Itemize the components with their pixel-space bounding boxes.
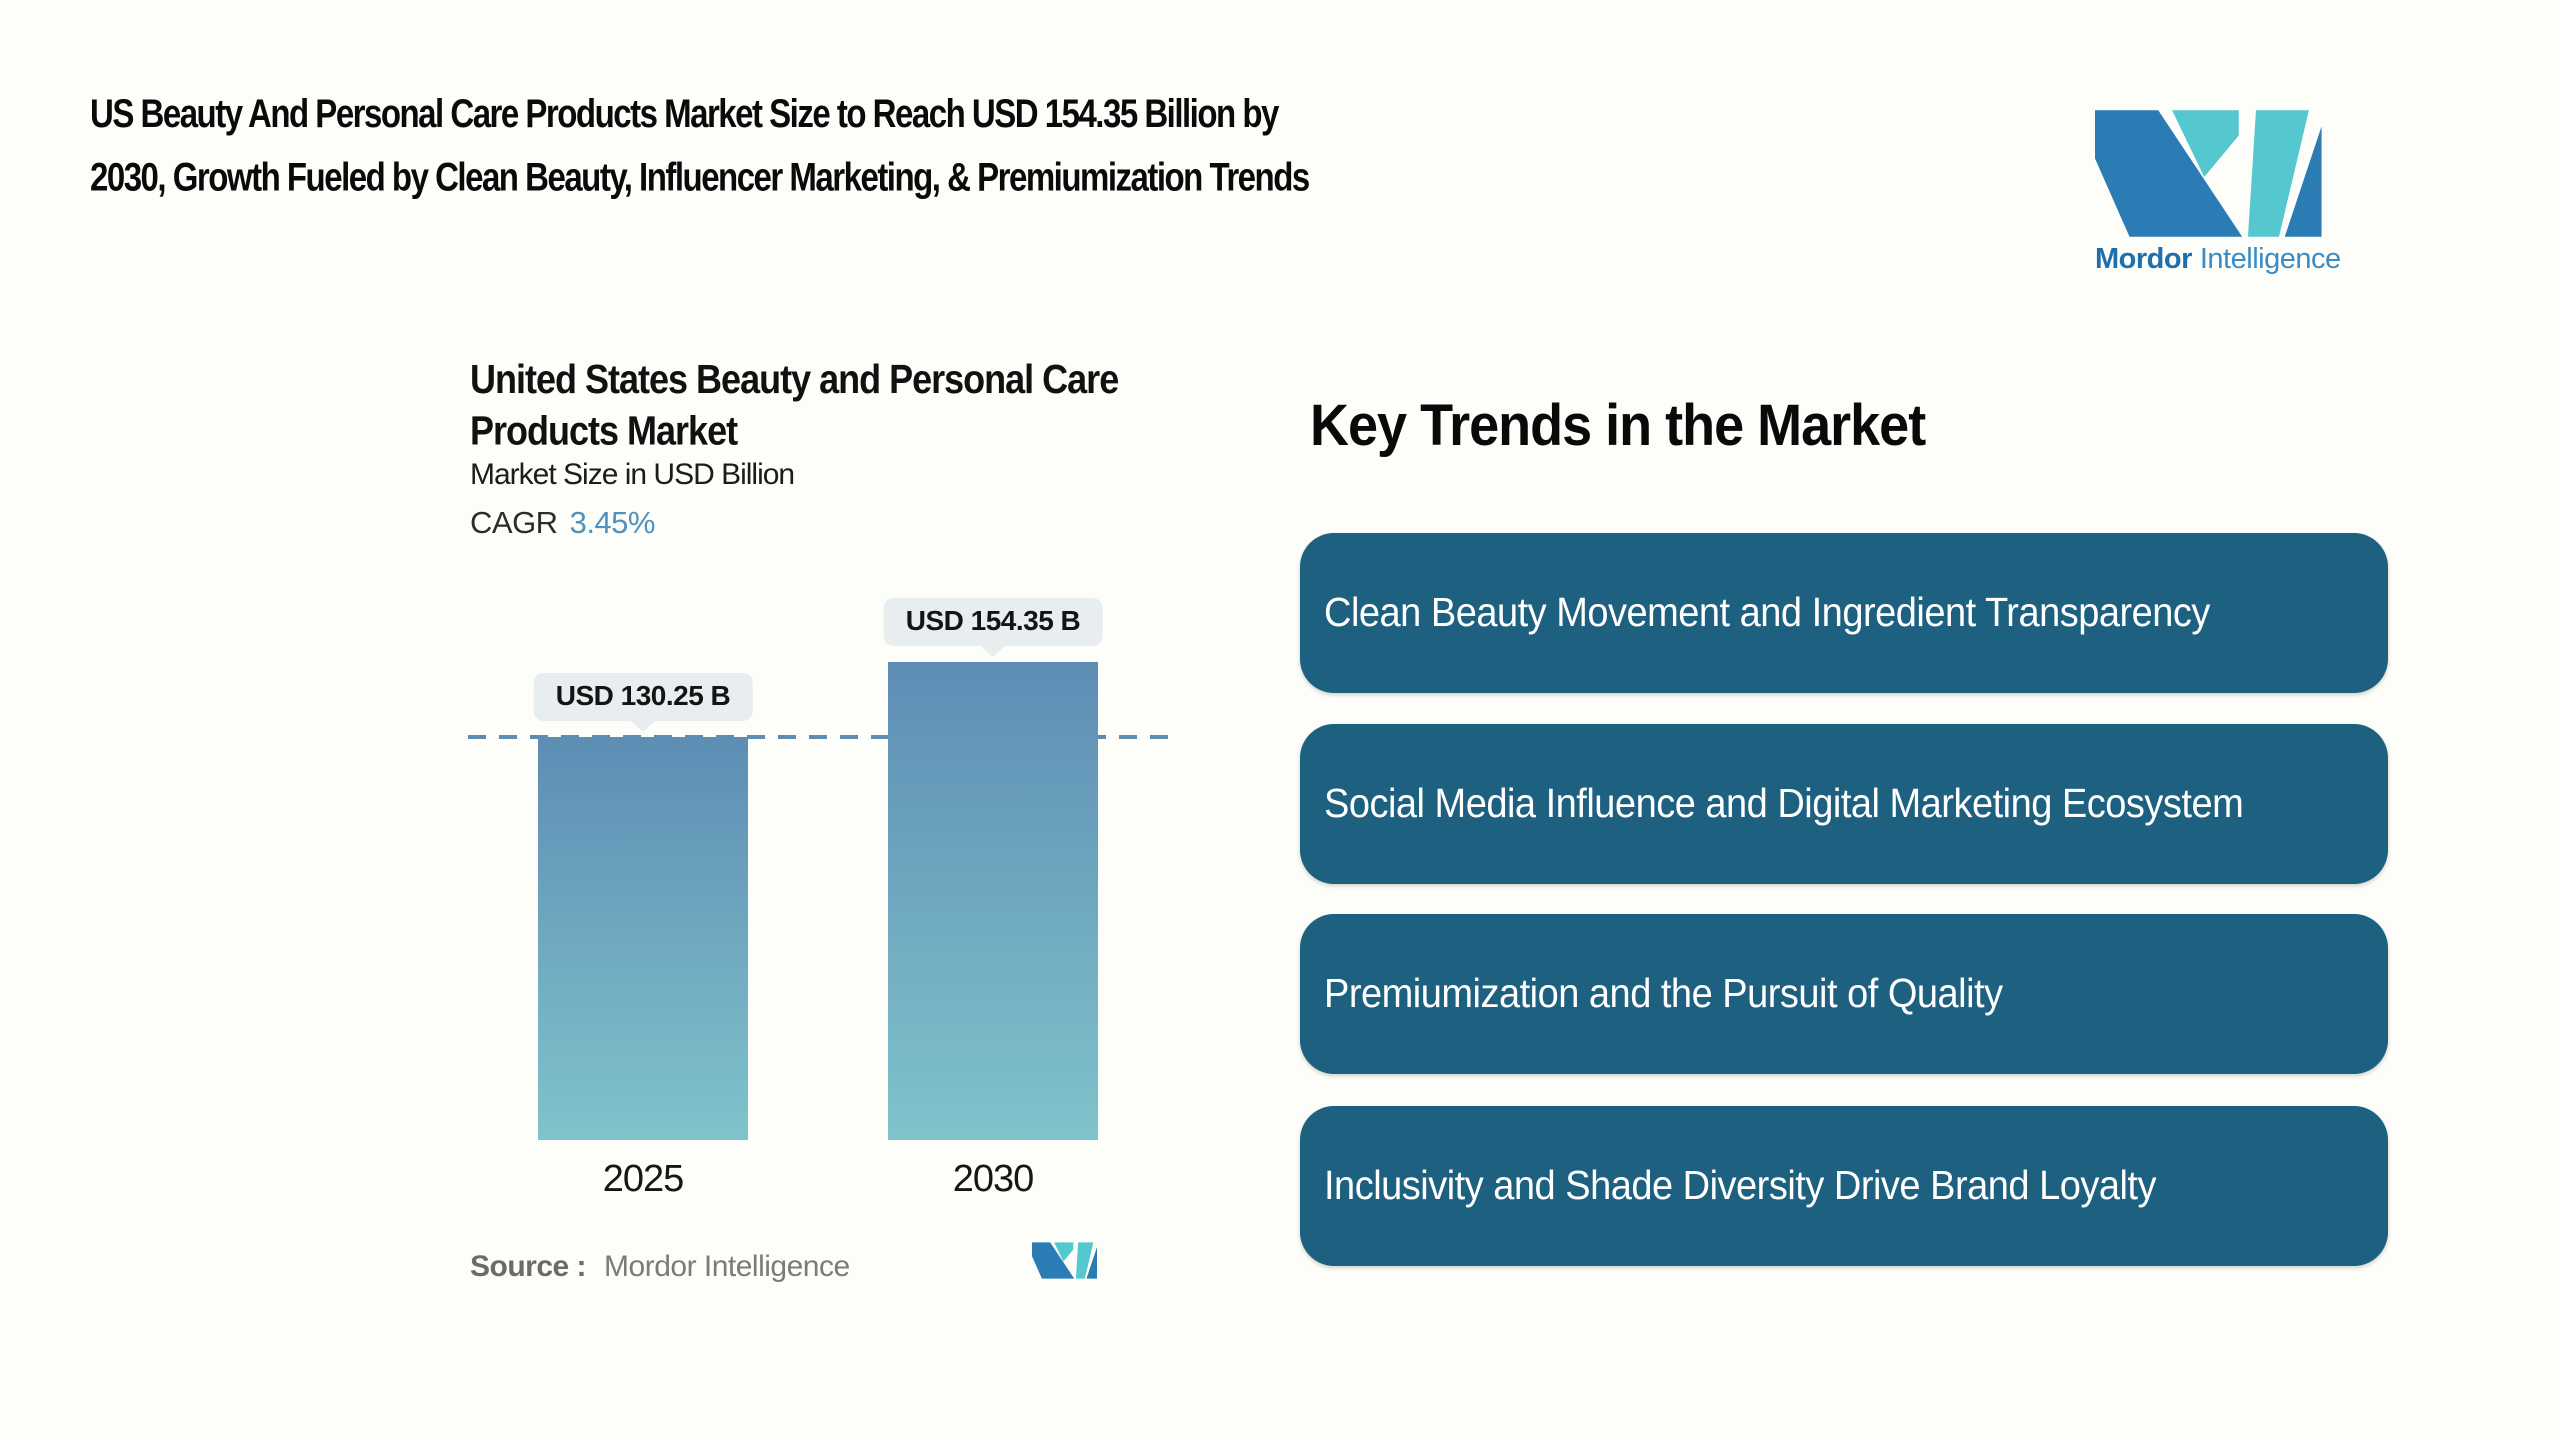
chart-title: United States Beauty and Personal Care P… (470, 354, 1119, 457)
trend-label: Premiumization and the Pursuit of Qualit… (1324, 970, 2003, 1017)
bar-2025 (538, 737, 748, 1140)
x-tick-2030: 2030 (952, 1158, 1035, 1200)
trend-box-clean-beauty: Clean Beauty Movement and Ingredient Tra… (1300, 533, 2388, 693)
brand-name-bold: Mordor (2095, 243, 2192, 275)
reference-dashed-line (468, 735, 1180, 739)
brand-logo-text: Mordor Intelligence (2095, 243, 2345, 276)
value-label-2030: USD 154.35 B (883, 598, 1103, 646)
mordor-intelligence-logo-icon (2095, 110, 2322, 237)
page-title-line1: US Beauty And Personal Care Products Mar… (90, 90, 1279, 136)
chart-cagr: CAGR 3.45% (470, 505, 655, 541)
brand-logo: Mordor Intelligence (2095, 110, 2345, 276)
chart-title-line2: Products Market (470, 407, 738, 454)
source-attribution: Source : Mordor Intelligence (470, 1250, 850, 1284)
chart-title-line1: United States Beauty and Personal Care (470, 356, 1119, 403)
chart-subtitle: Market Size in USD Billion (470, 458, 795, 491)
trend-label: Inclusivity and Shade Diversity Drive Br… (1324, 1162, 2157, 1209)
page-title: US Beauty And Personal Care Products Mar… (90, 82, 1310, 209)
x-tick-2025: 2025 (602, 1158, 685, 1200)
value-label-2025: USD 130.25 B (533, 673, 753, 721)
page-title-line2: 2030, Growth Fueled by Clean Beauty, Inf… (90, 153, 1310, 200)
cagr-label: CAGR (470, 505, 558, 540)
trend-label: Clean Beauty Movement and Ingredient Tra… (1324, 589, 2210, 636)
source-label: Source : (470, 1250, 587, 1283)
source-logo-icon (1032, 1242, 1098, 1279)
trends-heading: Key Trends in the Market (1310, 393, 1926, 458)
trend-box-inclusivity: Inclusivity and Shade Diversity Drive Br… (1300, 1106, 2388, 1266)
trend-box-premiumization: Premiumization and the Pursuit of Qualit… (1300, 914, 2388, 1074)
brand-name-light: Intelligence (2199, 243, 2341, 275)
cagr-value: 3.45% (569, 505, 656, 540)
trend-label: Social Media Influence and Digital Marke… (1324, 780, 2244, 827)
source-value: Mordor Intelligence (604, 1250, 850, 1283)
bar-2030 (888, 662, 1098, 1140)
trend-box-social-media: Social Media Influence and Digital Marke… (1300, 724, 2388, 884)
